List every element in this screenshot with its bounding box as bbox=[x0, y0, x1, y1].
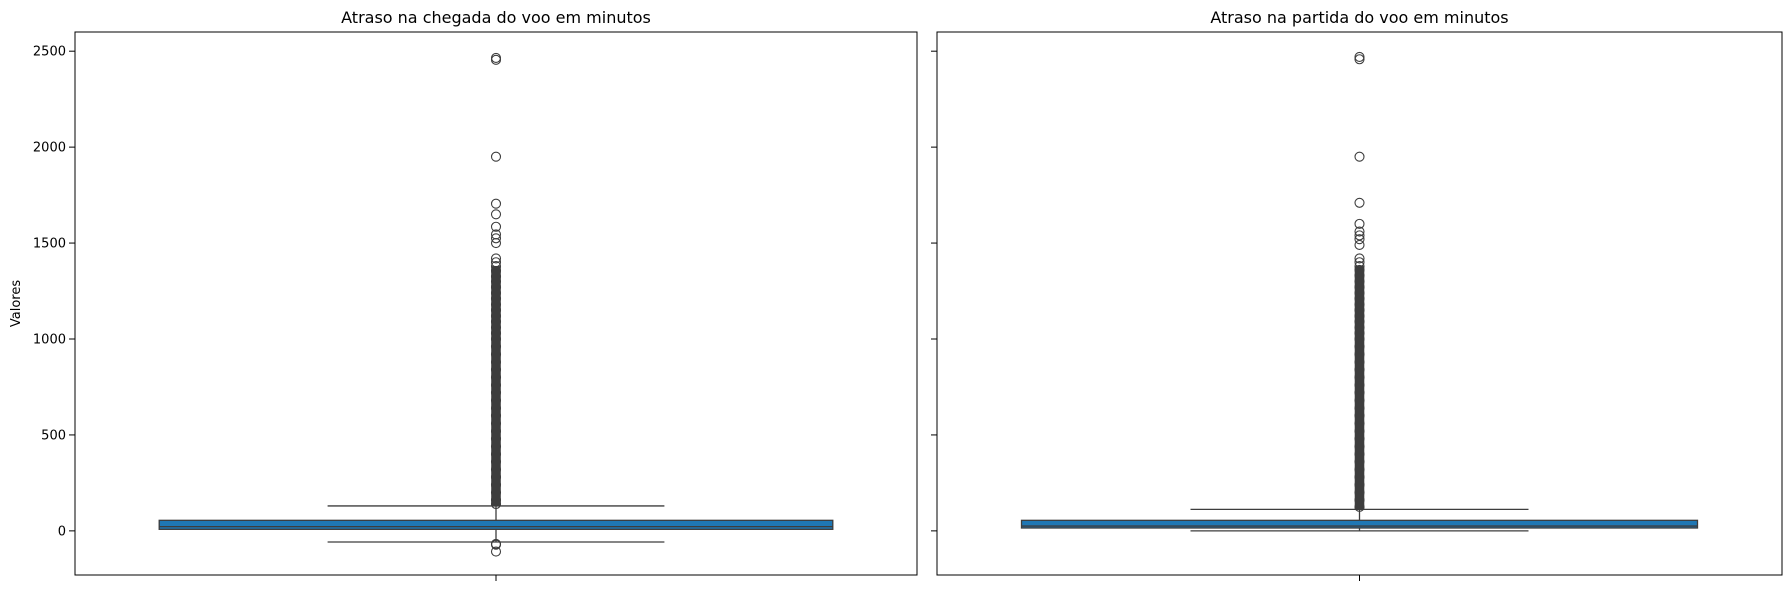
outlier-point bbox=[490, 233, 502, 244]
outlier-point bbox=[490, 209, 502, 220]
outlier-point bbox=[1354, 230, 1365, 241]
outlier-point bbox=[490, 198, 502, 209]
chart-title: Atraso na chegada do voo em minutos bbox=[341, 8, 651, 27]
outlier-point bbox=[1354, 234, 1365, 245]
outlier-point bbox=[1354, 218, 1365, 229]
panel-2: Atraso na partida do voo em minutos bbox=[931, 8, 1783, 581]
outlier-point bbox=[1354, 226, 1365, 237]
dense-outlier-band bbox=[491, 266, 501, 506]
outlier-point bbox=[1354, 197, 1365, 208]
outlier-point bbox=[1354, 151, 1365, 162]
outlier-point bbox=[1354, 239, 1365, 251]
outlier-point bbox=[490, 221, 502, 232]
y-tick-label: 1500 bbox=[33, 237, 66, 252]
outlier-point bbox=[1354, 253, 1365, 264]
axes-frame bbox=[74, 31, 918, 576]
y-axis-label: Valores bbox=[9, 280, 24, 327]
axes-frame bbox=[936, 31, 1783, 576]
outlier-point bbox=[490, 253, 502, 264]
outlier-point bbox=[490, 54, 502, 65]
outlier-point bbox=[490, 546, 502, 557]
y-tick-label: 0 bbox=[58, 524, 66, 539]
outlier-point bbox=[490, 151, 502, 162]
y-tick-label: 500 bbox=[41, 428, 66, 443]
iqr-box bbox=[158, 519, 834, 530]
y-tick-label: 2000 bbox=[33, 141, 66, 156]
outlier-point bbox=[490, 238, 502, 249]
y-tick-label: 2500 bbox=[33, 45, 66, 60]
panel-1: 0 500 1000 1500 2000 2500 Atraso na chegada do… bbox=[9, 8, 918, 581]
outlier-point bbox=[490, 539, 502, 550]
dense-outlier-band bbox=[1354, 266, 1365, 510]
chart-title: Atraso na partida do voo em minutos bbox=[1210, 8, 1508, 27]
iqr-box bbox=[1020, 519, 1699, 529]
outlier-point bbox=[490, 52, 502, 63]
outlier-point bbox=[1354, 54, 1365, 65]
outlier-point bbox=[1354, 51, 1365, 62]
y-tick-label: 1000 bbox=[33, 332, 66, 347]
